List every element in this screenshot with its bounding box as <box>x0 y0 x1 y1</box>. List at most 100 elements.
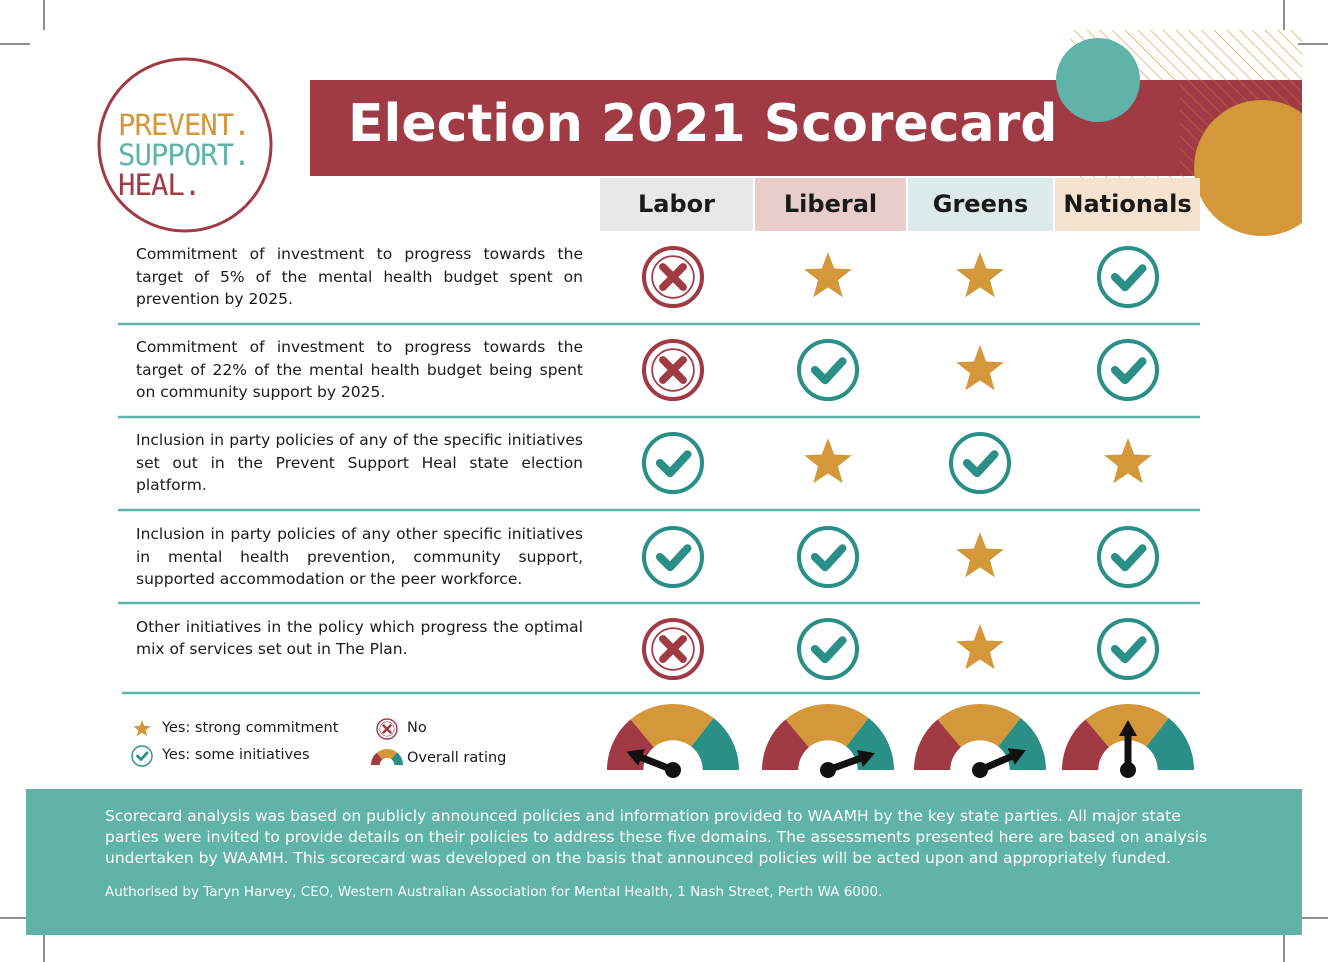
gauge-gold <box>630 704 714 748</box>
gauge <box>762 704 894 778</box>
gauge-needle <box>820 750 876 778</box>
no-ring <box>641 617 705 681</box>
gauge-red <box>370 752 383 765</box>
check-mark <box>655 544 692 572</box>
rating-icon <box>796 525 860 589</box>
no-mark <box>659 263 687 291</box>
legend-label: Overall rating <box>407 750 507 766</box>
no-ring <box>641 338 705 402</box>
check-ring <box>1096 245 1160 309</box>
rating-icon <box>641 525 705 589</box>
check-mark <box>655 450 692 478</box>
legend-label: No <box>407 720 427 736</box>
legend-label: Yes: strong commitment <box>162 720 339 736</box>
check-ring <box>796 338 860 402</box>
deco-circle <box>1194 100 1328 236</box>
rating-icon <box>1096 245 1160 309</box>
star-icon <box>956 252 1004 298</box>
col-bg <box>908 178 1053 231</box>
rating-icon <box>956 345 1004 391</box>
needle-hub <box>1120 762 1136 778</box>
check-mark <box>810 544 847 572</box>
star-icon <box>1104 438 1152 484</box>
needle-hub <box>665 762 681 778</box>
check-ring <box>1096 617 1160 681</box>
no-mark <box>659 635 687 663</box>
needle-head <box>856 750 876 767</box>
column-header: Labor <box>638 190 715 218</box>
star-icon <box>133 720 151 737</box>
gauge-red <box>1062 719 1109 770</box>
rating-icon <box>1096 525 1160 589</box>
col-bg <box>1055 178 1200 231</box>
row-label: Commitment of investment to progress tow… <box>136 245 583 309</box>
check-ring <box>948 431 1012 495</box>
check-mark <box>1110 357 1147 385</box>
gauge-teal <box>691 718 739 770</box>
gauge-teal <box>1146 718 1194 770</box>
rating-icon <box>796 338 860 402</box>
deco-circle <box>1056 38 1140 122</box>
row-label: Inclusion in party policies of any other… <box>136 525 583 589</box>
legend-icon <box>131 745 153 767</box>
needle-hub <box>820 762 836 778</box>
check-ring <box>1096 525 1160 589</box>
gauge-red <box>762 719 809 770</box>
logo-text: PREVENT. <box>118 108 251 142</box>
rating-icon <box>956 532 1004 578</box>
legend-icon <box>370 748 404 765</box>
needle-head <box>626 749 645 766</box>
star-icon <box>956 624 1004 670</box>
rating-icon <box>641 617 705 681</box>
rating-icon <box>956 252 1004 298</box>
footer-bg <box>26 789 1302 935</box>
gauge-needle <box>626 749 681 778</box>
mask <box>1302 90 1328 250</box>
star-icon <box>956 345 1004 391</box>
column-header: Greens <box>932 190 1029 218</box>
rating-icon <box>641 338 705 402</box>
gauge-gold <box>376 748 397 760</box>
check-ring <box>796 525 860 589</box>
column-header: Liberal <box>783 190 878 218</box>
row-label: Other initiatives in the policy which pr… <box>136 617 583 659</box>
gauge <box>607 704 739 778</box>
check-mark <box>1110 264 1147 292</box>
needle-head <box>1007 748 1026 765</box>
no-mark <box>659 356 687 384</box>
rating-icon <box>804 252 852 298</box>
gauge-red <box>914 719 961 770</box>
rating-icon <box>804 438 852 484</box>
star-icon <box>956 532 1004 578</box>
check-ring <box>641 525 705 589</box>
column-header: Nationals <box>1063 190 1192 218</box>
footer-authorised: Authorised by Taryn Harvey, CEO, Western… <box>105 884 883 900</box>
col-bg <box>755 178 906 231</box>
needle-head <box>1119 720 1137 736</box>
rating-icon <box>641 245 705 309</box>
gauge <box>1062 704 1194 778</box>
rating-icon <box>796 617 860 681</box>
rating-icon <box>956 624 1004 670</box>
check-mark <box>1110 544 1147 572</box>
check-ring <box>1096 338 1160 402</box>
check-mark <box>136 751 149 761</box>
no-ring <box>376 718 398 740</box>
check-ring <box>131 745 153 767</box>
no-ring <box>641 245 705 309</box>
legend-icon <box>376 718 398 740</box>
star-icon <box>804 252 852 298</box>
row-label: Inclusion in party policies of any of th… <box>136 431 583 495</box>
gauge-needle <box>1119 720 1137 778</box>
rating-icon <box>1096 338 1160 402</box>
rating-icon <box>1096 617 1160 681</box>
star-icon <box>804 438 852 484</box>
gauge-gold <box>937 704 1021 748</box>
rating-icon <box>948 431 1012 495</box>
check-ring <box>796 617 860 681</box>
gauge <box>914 704 1046 778</box>
check-mark <box>810 357 847 385</box>
